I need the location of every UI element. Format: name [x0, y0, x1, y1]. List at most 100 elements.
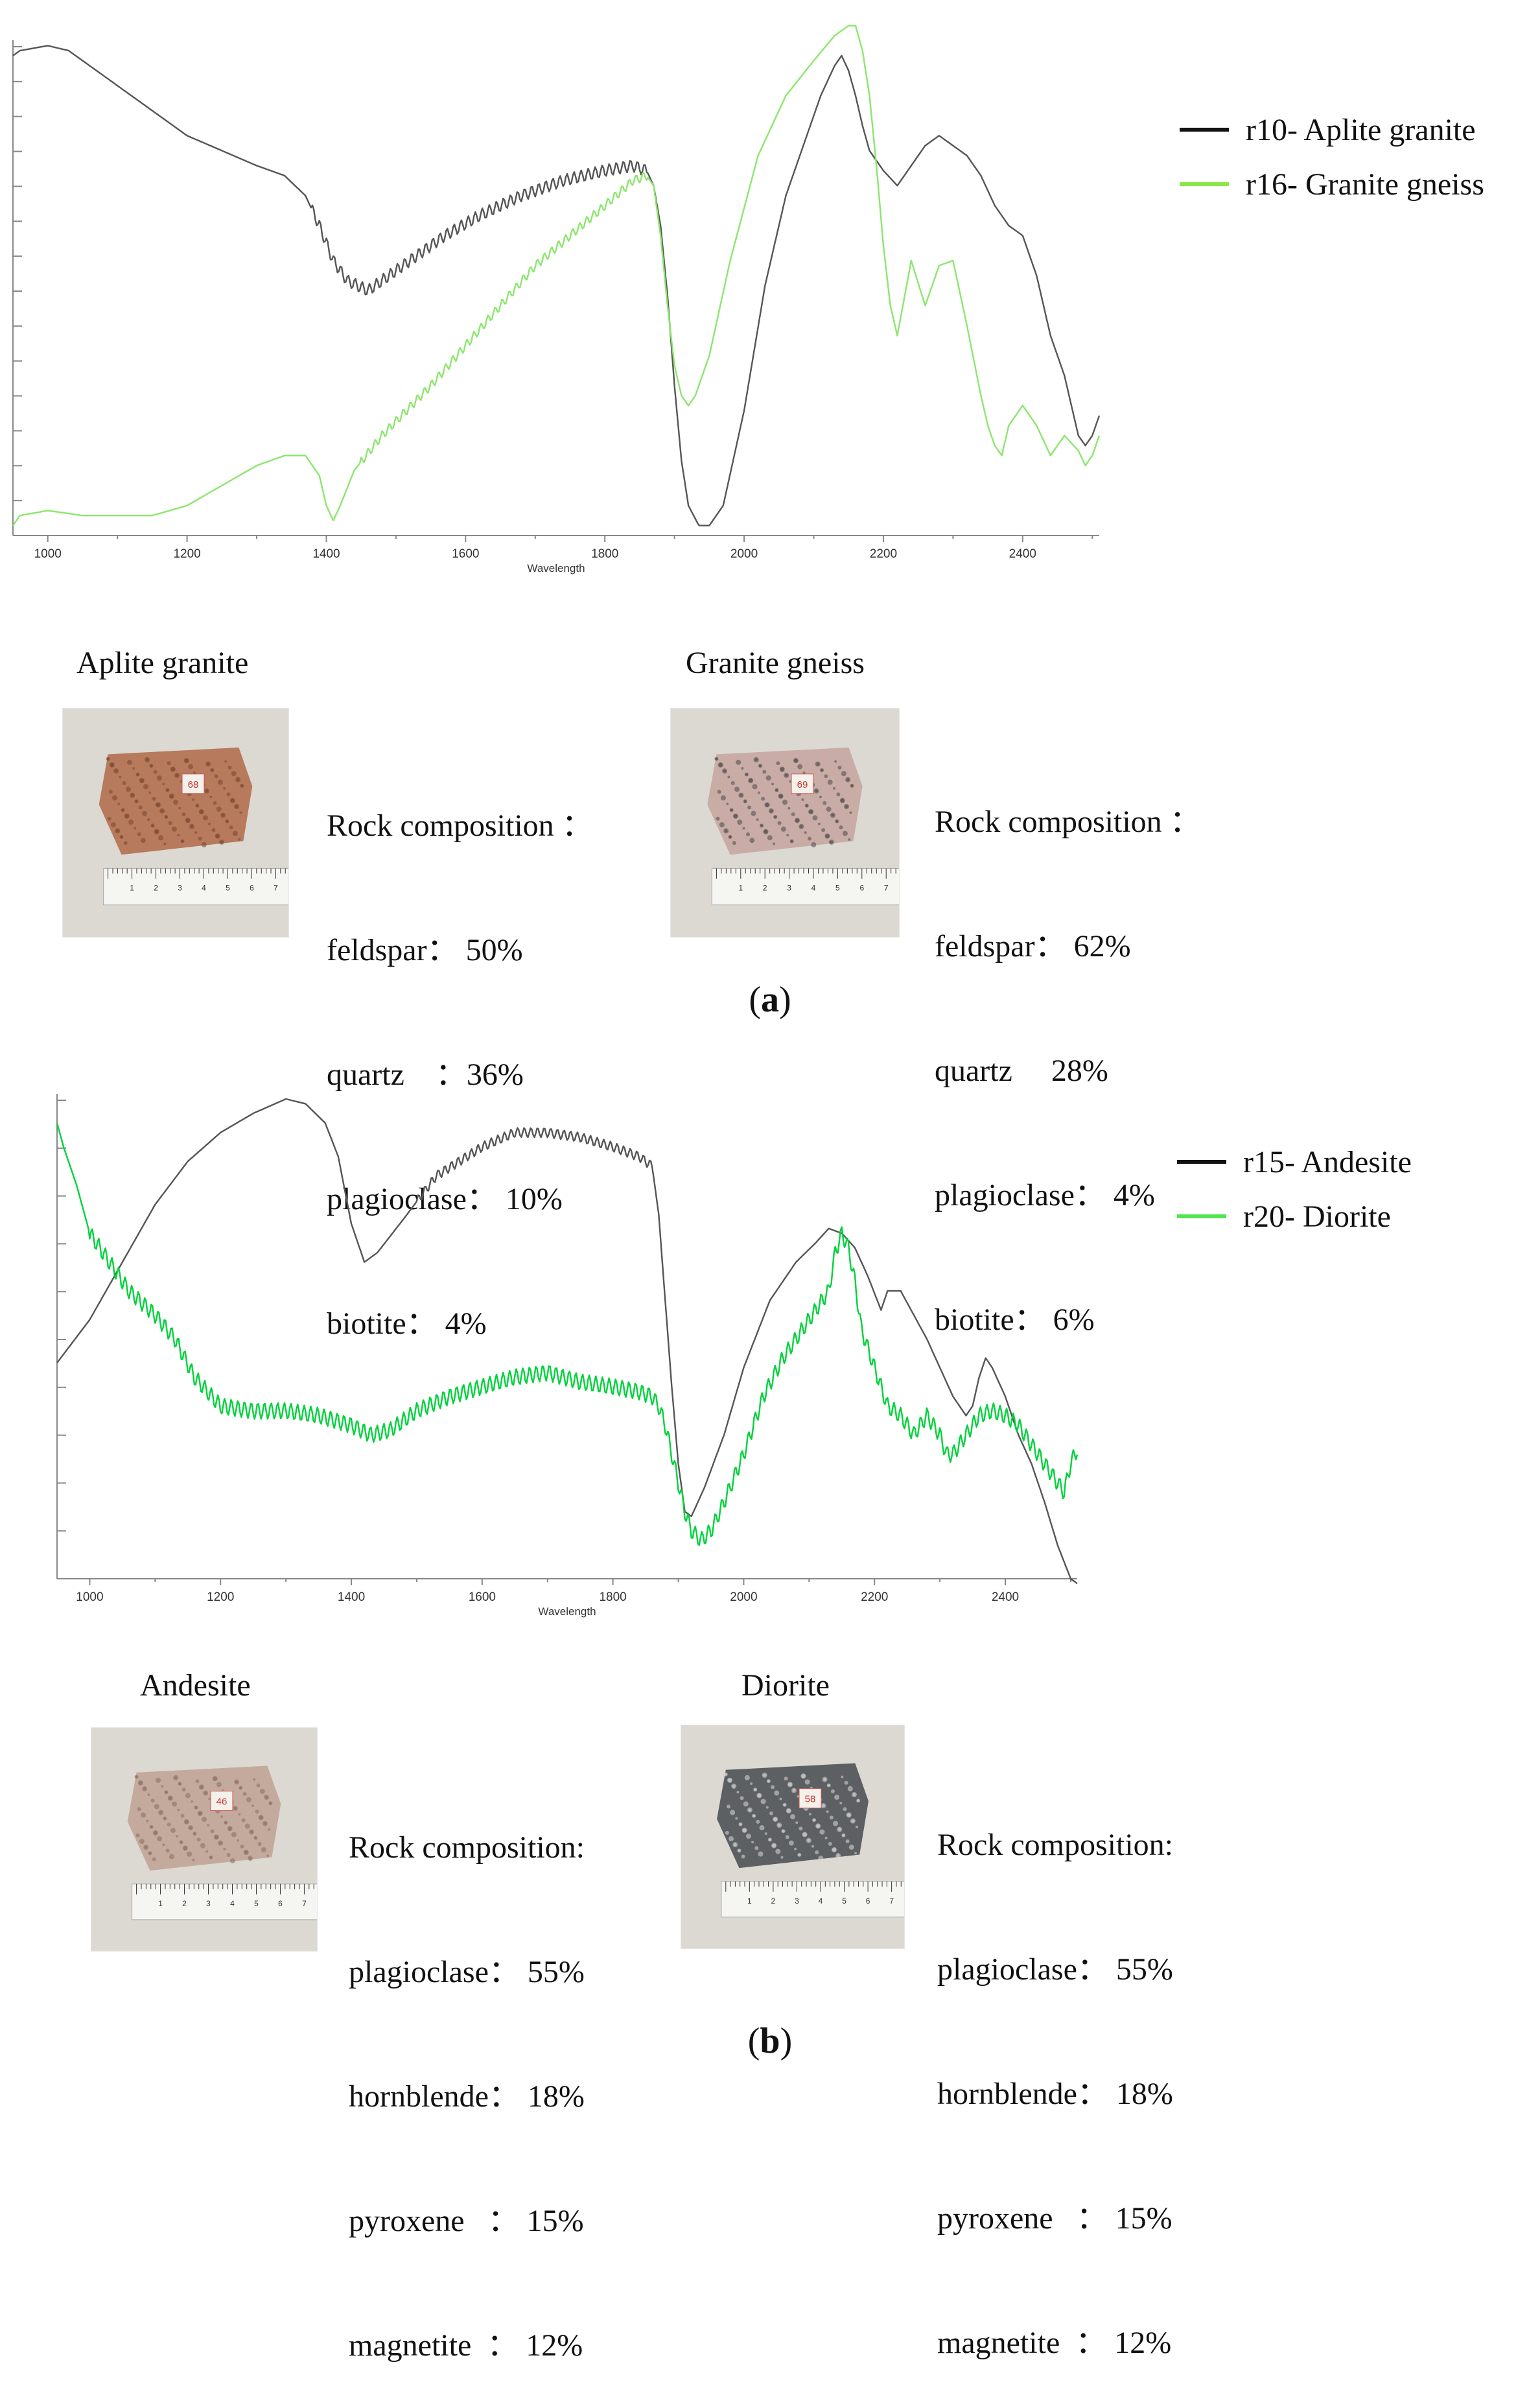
legend-b: r15- Andesite r20- Diorite — [1177, 1135, 1412, 1244]
rock-speckle — [134, 827, 137, 830]
rock-speckle — [253, 1836, 258, 1840]
x-tick-label-b: 1800 — [599, 1590, 626, 1604]
rock-speckle — [181, 1788, 186, 1792]
rock-speckle — [239, 811, 242, 814]
ruler-number: 4 — [202, 883, 206, 892]
rock-speckle — [223, 786, 226, 790]
rock-speckle — [246, 1797, 251, 1802]
rock-speckle — [846, 778, 850, 781]
rock-speckle — [760, 1799, 766, 1804]
rock-speckle — [815, 789, 818, 792]
rock-speckle — [773, 815, 778, 820]
mineral-line: feldspar： 62% — [935, 929, 1131, 963]
rock-speckle — [216, 1782, 222, 1788]
rock-speckle — [229, 797, 235, 803]
mineral-line: biotite： 6% — [935, 1303, 1095, 1337]
rock-speckle — [856, 1825, 859, 1828]
rock-speckle — [826, 1783, 831, 1788]
rock-speckle — [754, 1846, 759, 1850]
rock-speckle — [224, 760, 228, 763]
rock-speckle — [785, 773, 788, 777]
rock-speckle — [804, 831, 807, 834]
rock-speckle — [838, 1828, 841, 1831]
rock-speckle — [771, 783, 774, 786]
rock-speckle — [220, 1815, 224, 1819]
x-tick-label-a: 1800 — [591, 547, 618, 561]
rock-speckle — [164, 1790, 169, 1795]
rock-speckle — [179, 1840, 183, 1845]
rock-speckle — [172, 1801, 178, 1807]
rock-speckle — [851, 1819, 854, 1823]
mineral-line: plagioclase： 55% — [349, 1955, 585, 1989]
rock-speckle — [185, 818, 191, 823]
rock-speckle — [729, 1836, 734, 1842]
rock-speckle — [743, 1801, 749, 1807]
rock-speckle — [191, 825, 194, 828]
rock-speckle — [107, 816, 111, 821]
rock-speckle — [737, 1848, 741, 1853]
legend-label-a-1: r16- Granite gneiss — [1246, 167, 1484, 202]
sample-title-a-0: Aplite granite — [76, 646, 249, 680]
rock-speckle — [802, 1832, 808, 1837]
rock-speckle — [196, 1837, 201, 1842]
x-tick-label-a: 1600 — [452, 547, 479, 561]
rock-speckle — [793, 1789, 796, 1792]
rock-speckle — [191, 1800, 194, 1803]
rock-speckle — [119, 834, 124, 839]
rock-speckle — [141, 810, 147, 816]
rock-speckle — [178, 807, 181, 810]
rock-speckle — [734, 1843, 737, 1847]
sample-title-a-1: Granite gneiss — [686, 646, 865, 680]
rock-speckle — [194, 831, 198, 834]
rock-speckle — [268, 1828, 271, 1831]
rock-speckle — [149, 764, 154, 768]
rock-speckle — [177, 834, 180, 837]
rock-speckle — [258, 1815, 264, 1821]
rock-speckle — [741, 1854, 745, 1859]
rock-speckle — [764, 802, 770, 808]
rock-speckle — [819, 1829, 825, 1835]
rock-speckle — [163, 842, 167, 845]
series-line-b-0 — [56, 1098, 1078, 1585]
legend-label-b-0: r15- Andesite — [1243, 1144, 1412, 1179]
rock-speckle — [778, 1824, 781, 1827]
rock-speckle — [156, 1777, 161, 1783]
mineral-line: plagioclase： 55% — [937, 1952, 1173, 1987]
rock-speckle — [793, 758, 799, 764]
rock-speckle — [730, 781, 735, 785]
rock-speckle — [761, 796, 765, 801]
rock-speckle — [180, 1813, 185, 1818]
rock-speckle — [202, 1817, 207, 1823]
rock-speckle — [195, 1779, 200, 1784]
rock-speckle — [723, 770, 727, 773]
rock-speckle — [728, 834, 732, 839]
rock-speckle — [808, 809, 814, 815]
composition-heading: Rock composition: — [349, 1830, 585, 1865]
rock-speckle — [137, 1807, 141, 1812]
rock-photo-diorite: 5812345678 — [681, 1725, 905, 1949]
rock-speckle — [744, 772, 749, 777]
legend-entry-b-1: r20- Diorite — [1177, 1189, 1412, 1244]
rock-speckle — [161, 809, 164, 812]
rock-speckle — [237, 778, 240, 781]
rock-speckle — [845, 1839, 850, 1843]
rock-speckle — [135, 772, 140, 777]
rock-speckle — [765, 1806, 769, 1809]
rock-speckle — [775, 1848, 781, 1854]
ruler-number: 5 — [842, 1896, 846, 1906]
rock-speckle — [801, 798, 804, 801]
rock-speckle — [123, 841, 128, 845]
ruler-number: 7 — [889, 1896, 894, 1906]
x-tick-label-b: 1400 — [338, 1590, 365, 1604]
ruler-number: 6 — [250, 883, 254, 892]
rock-speckle — [725, 1830, 729, 1835]
rock-speckle — [135, 1833, 140, 1837]
rock-speckle — [198, 836, 202, 841]
x-tick-label-a: 1400 — [312, 547, 340, 561]
rock-speckle — [745, 832, 750, 836]
photo-illustration-a0: 6812345678 — [63, 709, 288, 937]
rock-speckle — [106, 757, 110, 761]
chart-a: 1000 1200 1400 1600 1800 2000 2200 2400 Waveleng… — [0, 0, 1141, 584]
rock-speckle — [773, 1816, 778, 1822]
rock-speckle — [812, 1818, 817, 1823]
